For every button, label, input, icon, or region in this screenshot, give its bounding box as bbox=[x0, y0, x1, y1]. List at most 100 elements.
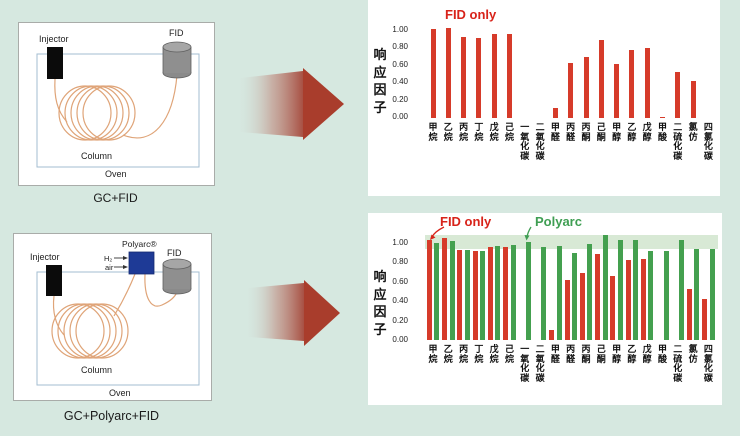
y-tick-label: 0.40 bbox=[392, 77, 408, 87]
x-category-label: 甲酸 bbox=[657, 344, 667, 364]
x-category-label: 一氧化碳 bbox=[520, 344, 530, 383]
x-category-label: 戊醇 bbox=[642, 344, 652, 364]
x-category-label: 二硫化碳 bbox=[673, 344, 683, 383]
column-coil bbox=[58, 85, 136, 141]
fid-only-bar bbox=[442, 238, 448, 340]
x-category-label: 丙醛 bbox=[566, 344, 576, 364]
x-category-label: 乙醇 bbox=[627, 122, 637, 142]
x-category-label: 甲醇 bbox=[612, 122, 622, 142]
polyarc-legend-label: Polyarc bbox=[535, 214, 582, 229]
x-category-label: 丁烷 bbox=[474, 344, 484, 364]
polyarc-bar bbox=[434, 243, 440, 340]
gc-polyarc-fid-diagram: Injector Polyarc® H₂ air bbox=[30, 239, 200, 398]
injector-block bbox=[47, 47, 63, 79]
tube-injector-to-column bbox=[54, 78, 68, 123]
oven-box bbox=[36, 53, 200, 168]
tube-polyarc-to-fid bbox=[144, 273, 178, 307]
x-category-label: 戊烷 bbox=[489, 122, 499, 142]
fid-only-bar bbox=[472, 250, 478, 340]
gc-fid-diagram-card: Injector FID Column Ov bbox=[18, 22, 215, 186]
fid-only-bar bbox=[564, 279, 570, 340]
y-tick-label: 1.00 bbox=[392, 238, 408, 247]
flow-arrow-bottom-icon bbox=[248, 280, 340, 346]
y-tick-label: 0.60 bbox=[392, 276, 408, 286]
x-category-label: 乙醇 bbox=[627, 344, 637, 364]
x-category-label: 四氯化碳 bbox=[703, 344, 713, 383]
x-category-label: 甲烷 bbox=[428, 344, 438, 364]
fid-cylinder bbox=[162, 41, 192, 79]
fid-only-bar bbox=[660, 117, 665, 118]
polyarc-bar bbox=[464, 249, 470, 340]
gc-fid-diagram: Injector FID Column Ov bbox=[36, 28, 200, 179]
gc-polyarc-fid-caption: GC+Polyarc+FID bbox=[63, 409, 160, 423]
fid-only-bar bbox=[503, 246, 509, 340]
polyarc-bar bbox=[633, 240, 639, 340]
polyarc-bar bbox=[663, 250, 669, 340]
x-category-label: 一氧化碳 bbox=[520, 122, 530, 161]
fid-only-bar bbox=[430, 29, 436, 118]
fid-label: FID bbox=[169, 28, 184, 38]
y-tick-label: 0.80 bbox=[392, 42, 408, 52]
fid-only-bar bbox=[610, 275, 616, 340]
polyarc-bar bbox=[694, 248, 700, 340]
fid-only-bar bbox=[476, 37, 482, 118]
x-category-label: 甲烷 bbox=[428, 122, 438, 142]
x-category-label: 二氧化碳 bbox=[535, 122, 545, 161]
fid-only-bar bbox=[625, 260, 631, 340]
injector-block bbox=[46, 265, 62, 296]
x-category-label: 丙酮 bbox=[581, 122, 591, 142]
oven-label: Oven bbox=[105, 169, 127, 179]
polyarc-bar bbox=[510, 244, 516, 340]
column-label: Column bbox=[81, 151, 112, 161]
x-category-label: 戊醇 bbox=[642, 122, 652, 142]
polyarc-comparison-chart: FID only Polyarc 响应因子 1.00 0.80 0.60 0.40 0.… bbox=[368, 213, 722, 405]
polyarc-bar bbox=[571, 252, 577, 340]
x-category-label: 甲醇 bbox=[612, 344, 622, 364]
y-tick-label: 0.00 bbox=[392, 112, 408, 121]
h2-inlet-arrow-icon bbox=[114, 256, 128, 260]
flow-arrow-top-icon bbox=[240, 68, 344, 140]
legend-pointer-arrows bbox=[430, 226, 532, 241]
x-category-label: 丙烷 bbox=[459, 122, 469, 142]
y-tick-label: 1.00 bbox=[392, 25, 408, 34]
x-category-label: 乙烷 bbox=[443, 344, 453, 364]
air-inlet-label: air bbox=[105, 263, 114, 272]
polyarc-bar bbox=[602, 235, 608, 340]
x-category-label: 氯仿 bbox=[688, 122, 698, 142]
fid-only-bar bbox=[491, 34, 497, 118]
x-category-label: 丙醛 bbox=[566, 122, 576, 142]
polyarc-bar bbox=[648, 250, 654, 340]
tube-column-to-polyarc bbox=[113, 273, 136, 317]
fid-only-bar bbox=[426, 240, 432, 340]
polyarc-bar bbox=[679, 240, 684, 340]
oven-box bbox=[36, 271, 200, 386]
fid-label: FID bbox=[167, 248, 182, 258]
fid-only-bar bbox=[598, 39, 604, 118]
x-category-label: 戊烷 bbox=[489, 344, 499, 364]
gc-fid-caption: GC+FID bbox=[93, 191, 138, 205]
polyarc-bar bbox=[449, 241, 455, 340]
fid-only-bar bbox=[552, 108, 558, 118]
y-tick-label: 0.00 bbox=[392, 335, 408, 344]
fid-only-bar bbox=[690, 81, 696, 118]
y-axis-title: 响应因子 bbox=[373, 47, 387, 115]
x-category-label: 氯仿 bbox=[688, 344, 698, 364]
x-category-label: 二硫化碳 bbox=[673, 122, 683, 161]
x-category-label: 二氧化碳 bbox=[535, 344, 545, 383]
y-axis-title: 响应因子 bbox=[373, 269, 387, 337]
fid-only-bar bbox=[445, 27, 451, 118]
fid-only-bar bbox=[641, 258, 646, 340]
fid-only-chart: FID only 响应因子 1.00 0.80 0.60 0.40 0.20 0.00 甲烷… bbox=[368, 0, 720, 196]
x-category-label: 己酮 bbox=[596, 122, 606, 142]
polyarc-bar bbox=[587, 243, 593, 340]
fid-only-legend-label: FID only bbox=[445, 7, 497, 22]
y-tick-label: 0.20 bbox=[392, 315, 408, 325]
fid-only-bar bbox=[675, 71, 681, 118]
column-label: Column bbox=[81, 365, 112, 375]
polyarc-bar bbox=[495, 245, 501, 340]
polyarc-bar bbox=[526, 242, 531, 340]
polyarc-label: Polyarc® bbox=[122, 239, 157, 249]
x-category-label: 己烷 bbox=[504, 344, 514, 364]
fid-only-bar bbox=[568, 63, 574, 118]
